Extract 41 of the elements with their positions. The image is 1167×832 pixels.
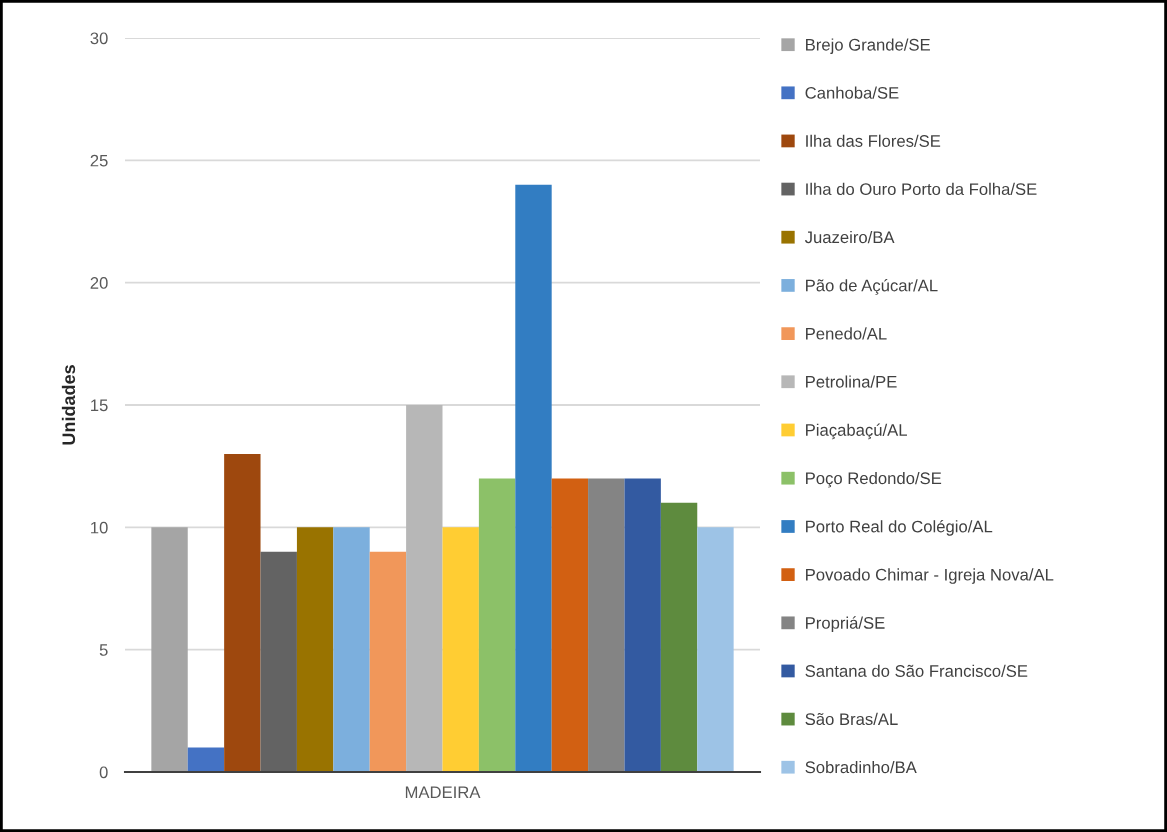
bar [660,502,698,772]
y-tick-label: 30 [90,32,108,45]
y-tick-label: 15 [91,399,108,412]
legend-label: Piaçabaçú/AL [806,423,907,440]
bar [151,527,188,772]
legend-label: Propriá/SE [806,616,885,633]
x-tick-label: MADEIRA [405,786,481,798]
bar [333,527,370,772]
bar [442,527,479,772]
y-tick-label: 20 [90,277,108,289]
bar [697,527,734,772]
bar [478,478,516,772]
legend-label: Petrolina/PE [806,375,897,388]
legend-label: Brejo Grande/SE [806,38,930,54]
legend-label: Porto Real do Colégio/AL [806,520,993,536]
legend-label: Pão de Açúcar/AL [806,278,938,295]
bar [551,478,589,772]
y-axis-title: Unidades [61,365,76,445]
bar [624,478,661,772]
y-tick-label: 5 [99,644,108,656]
y-tick-label: 10 [91,521,108,534]
bar [187,747,225,772]
y-tick-label: 25 [90,154,108,167]
y-tick-label: 0 [99,766,108,779]
bar [406,405,443,772]
bar [296,527,334,772]
bar [260,551,297,772]
legend-label: Juazeiro/BA [804,230,895,244]
bar [515,184,552,772]
legend-label: Santana do São Francisco/SE [805,664,1028,677]
legend-label: Penedo/AL [806,327,887,340]
bar [224,453,261,772]
legend-label: Sobradinho/BA [805,760,917,774]
bar [588,478,625,772]
legend-label: São Bras/AL [805,712,898,726]
legend-label: Canhoba/SE [805,86,899,99]
bar [369,551,407,772]
legend-label: Poço Redondo/SE [806,471,942,488]
legend-label: Ilha do Ouro Porto da Folha/SE [806,182,1037,196]
legend-label: Povoado Chimar - Igreja Nova/AL [806,568,1054,584]
legend-label: Ilha das Flores/SE [806,134,941,147]
